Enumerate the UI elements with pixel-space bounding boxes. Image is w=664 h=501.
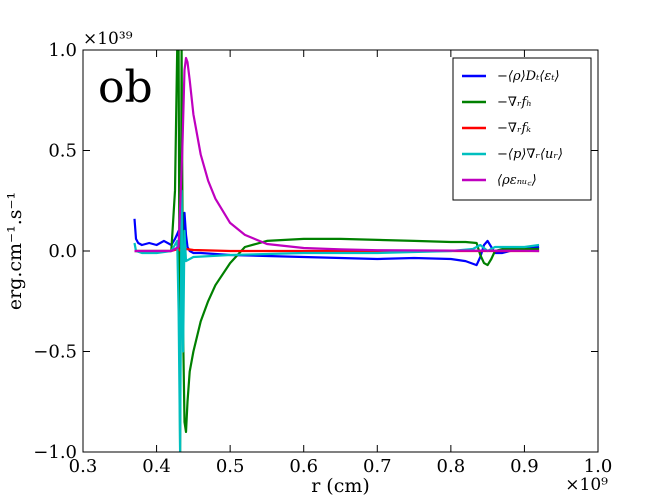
x-tick-label: 0.3 [69,456,98,477]
text-layer: 0.3 0.4 0.5 0.6 0.7 0.8 0.9 1.0 −1.0 −0.5 0.0 0.5 1.… [4,29,612,497]
series-group [133,50,540,452]
x-tick-label: 0.4 [142,456,171,477]
series-line-3 [133,189,540,452]
y-scale-label: ×10³⁹ [83,29,133,49]
x-tick-label: 0.6 [289,456,318,477]
legend-label-4: ⟨ρεₙᵤ꜀⟩ [497,173,537,188]
x-tick-label: 0.7 [363,456,392,477]
x-tick-label: 0.9 [510,456,539,477]
legend-label-0: −⟨ρ⟩Dₜ⟨εₜ⟩ [497,69,560,84]
y-axis-label: erg.cm⁻¹.s⁻¹ [4,192,26,310]
y-tick-label: 0.5 [48,141,77,162]
x-tick-label: 0.8 [437,456,466,477]
series-line-4 [134,56,540,253]
legend-label-3: −⟨p⟩∇ᵣ⟨uᵣ⟩ [497,147,563,162]
y-tick-label: 0.0 [48,241,77,262]
x-tick-label: 1.0 [584,456,613,477]
series-line-0 [133,211,540,293]
x-axis-label: r (cm) [311,475,370,497]
x-scale-label: ×10⁹ [565,475,608,495]
panel-label: ob [98,62,153,113]
x-tick-label: 0.5 [216,456,245,477]
legend-label-2: −∇ᵣfₖ [497,121,531,136]
plot-layer [133,50,540,452]
axes-layer [82,49,599,453]
y-tick-label: −0.5 [33,342,77,363]
y-tick-label: −1.0 [33,442,77,463]
legend: −⟨ρ⟩Dₜ⟨εₜ⟩ −∇ᵣfₕ −∇ᵣfₖ −⟨p⟩∇ᵣ⟨uᵣ⟩ ⟨ρεₙᵤ꜀⟩ [452,57,592,201]
legend-label-1: −∇ᵣfₕ [497,95,532,110]
y-tick-label: 1.0 [48,40,77,61]
